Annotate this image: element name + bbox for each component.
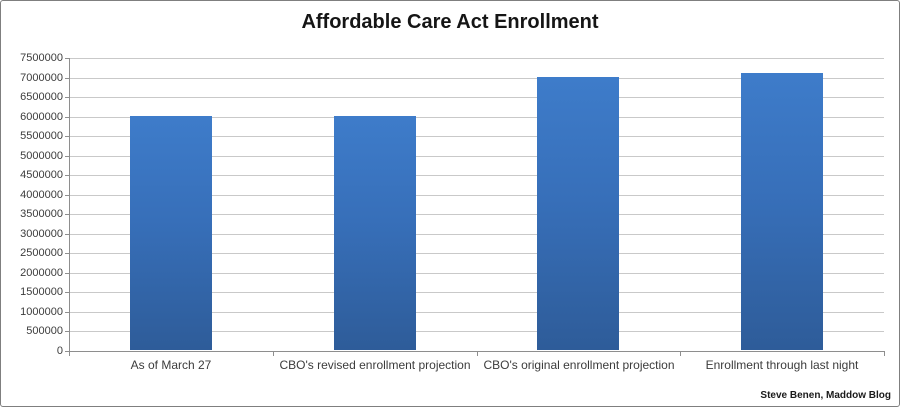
gridline bbox=[69, 234, 884, 235]
gridline bbox=[69, 292, 884, 293]
y-axis-label: 500000 bbox=[26, 325, 63, 337]
plot-area bbox=[69, 58, 884, 351]
y-tick bbox=[65, 253, 70, 254]
x-tick bbox=[884, 351, 885, 356]
gridline bbox=[69, 117, 884, 118]
y-tick bbox=[65, 331, 70, 332]
x-axis-label: CBO's revised enrollment projection bbox=[279, 358, 471, 372]
x-axis-label: CBO's original enrollment projection bbox=[483, 358, 675, 372]
y-tick bbox=[65, 78, 70, 79]
y-axis-label: 5000000 bbox=[20, 150, 63, 162]
attribution: Steve Benen, Maddow Blog bbox=[760, 390, 891, 401]
chart-title: Affordable Care Act Enrollment bbox=[301, 11, 599, 33]
gridline bbox=[69, 136, 884, 137]
bar bbox=[537, 77, 619, 350]
gridline bbox=[69, 331, 884, 332]
gridline bbox=[69, 273, 884, 274]
y-axis-label: 1500000 bbox=[20, 286, 63, 298]
y-tick bbox=[65, 234, 70, 235]
x-tick bbox=[477, 351, 478, 356]
gridline bbox=[69, 195, 884, 196]
y-axis-label: 5500000 bbox=[20, 130, 63, 142]
y-tick bbox=[65, 292, 70, 293]
y-tick bbox=[65, 351, 70, 352]
y-tick bbox=[65, 117, 70, 118]
x-axis-label: Enrollment through last night bbox=[705, 358, 859, 372]
y-tick bbox=[65, 175, 70, 176]
y-axis-label: 7500000 bbox=[20, 52, 63, 64]
x-axis-label: As of March 27 bbox=[130, 358, 212, 372]
y-tick bbox=[65, 136, 70, 137]
x-tick bbox=[273, 351, 274, 356]
y-tick bbox=[65, 58, 70, 59]
y-axis-label: 6000000 bbox=[20, 111, 63, 123]
bar bbox=[334, 116, 416, 350]
y-tick bbox=[65, 156, 70, 157]
x-axis-line bbox=[69, 351, 884, 352]
y-axis-label: 1000000 bbox=[20, 306, 63, 318]
gridline bbox=[69, 253, 884, 254]
x-tick bbox=[680, 351, 681, 356]
y-axis-label: 4000000 bbox=[20, 189, 63, 201]
x-tick bbox=[69, 351, 70, 356]
gridline bbox=[69, 97, 884, 98]
y-tick bbox=[65, 214, 70, 215]
gridline bbox=[69, 58, 884, 59]
y-axis-line bbox=[69, 58, 70, 351]
y-axis-label: 3500000 bbox=[20, 208, 63, 220]
y-axis-label: 7000000 bbox=[20, 72, 63, 84]
y-axis-label: 3000000 bbox=[20, 228, 63, 240]
gridline bbox=[69, 78, 884, 79]
y-axis-label: 2500000 bbox=[20, 247, 63, 259]
y-axis-label: 0 bbox=[56, 345, 63, 357]
y-tick bbox=[65, 195, 70, 196]
gridline bbox=[69, 312, 884, 313]
gridline bbox=[69, 156, 884, 157]
gridline bbox=[69, 175, 884, 176]
bar bbox=[741, 73, 823, 350]
y-axis-label: 2000000 bbox=[20, 267, 63, 279]
y-tick bbox=[65, 97, 70, 98]
y-tick bbox=[65, 273, 70, 274]
y-tick bbox=[65, 312, 70, 313]
bar bbox=[130, 116, 212, 350]
y-axis-label: 4500000 bbox=[20, 169, 63, 181]
gridline bbox=[69, 214, 884, 215]
y-axis-label: 6500000 bbox=[20, 91, 63, 103]
